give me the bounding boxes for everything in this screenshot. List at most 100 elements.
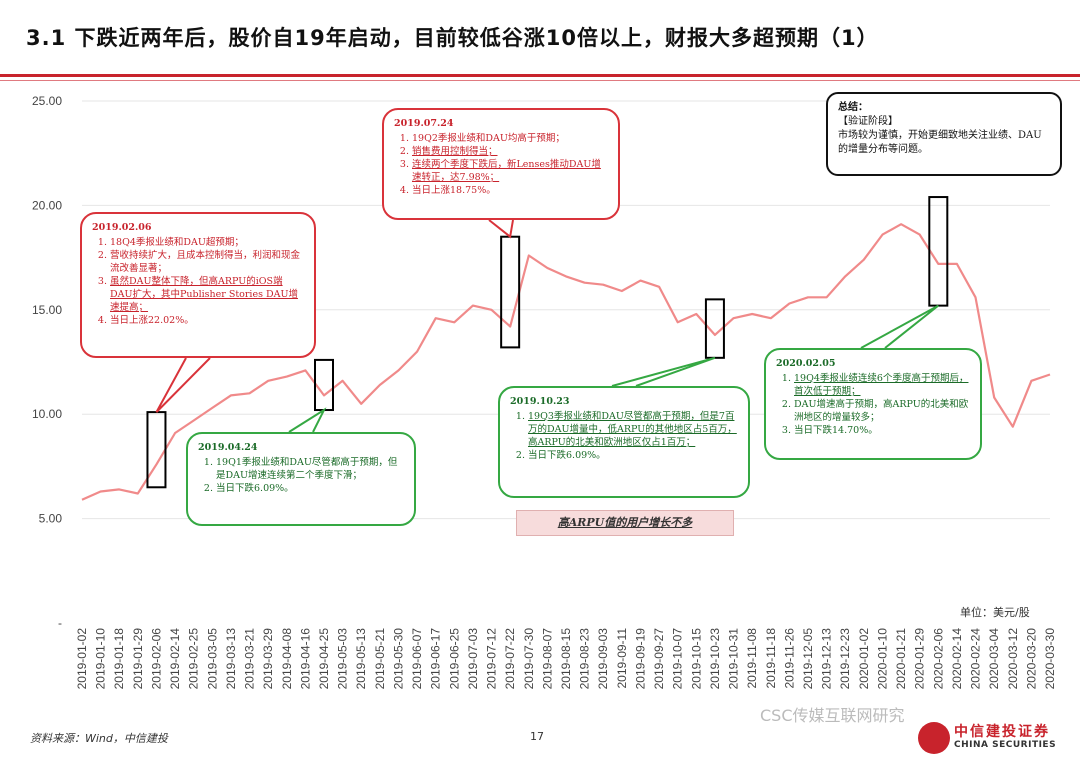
x-tick-label: 2019-11-26 xyxy=(782,628,796,689)
callout-item: 销售费用控制得当； xyxy=(412,145,608,158)
x-tick-label: 2019-05-21 xyxy=(373,628,387,690)
callout-pointer xyxy=(611,356,716,387)
callout-item: 连续两个季度下跌后，新Lenses推动DAU增速转正，达7.98%； xyxy=(412,158,608,184)
x-tick-label: 2019-05-03 xyxy=(336,628,350,690)
x-tick-label: 2019-08-07 xyxy=(540,628,554,690)
x-tick-label: 2019-02-14 xyxy=(168,628,182,690)
x-tick-label: 2020-01-29 xyxy=(913,628,927,690)
title-divider xyxy=(0,74,1080,77)
unit-label: 单位：美元/股 xyxy=(960,606,1030,619)
callout-item: 当日下跌14.70%。 xyxy=(794,424,970,437)
x-tick-label: 2019-06-17 xyxy=(429,628,443,690)
source-note: 资料来源：Wind，中信建投 xyxy=(30,732,168,745)
x-tick-label: 2019-02-25 xyxy=(187,628,201,690)
x-tick-label: 2019-01-29 xyxy=(131,628,145,690)
callout-item: 18Q4季报业绩和DAU超预期； xyxy=(110,236,304,249)
x-tick-label: 2019-03-05 xyxy=(205,628,219,690)
x-tick-label: 2020-01-10 xyxy=(875,628,889,690)
x-tick-label: 2019-09-03 xyxy=(596,628,610,690)
x-tick-label: 2019-05-30 xyxy=(391,628,405,690)
x-tick-label: 2020-02-14 xyxy=(950,628,964,690)
title-divider-thin xyxy=(0,80,1080,81)
x-tick-label: 2019-06-25 xyxy=(447,628,461,690)
x-tick-label: 2019-12-05 xyxy=(801,628,815,690)
summary-stage: 【验证阶段】 xyxy=(838,116,898,127)
callout-date: 2019.04.24 xyxy=(198,442,258,453)
callout-item: 营收持续扩大，且成本控制得当，利润和现金流改善显著； xyxy=(110,249,304,275)
callout-item: 当日下跌6.09%。 xyxy=(216,482,404,495)
summary-box: 总结： 【验证阶段】 市场较为谨慎，开始更细致地关注业绩、DAU的增量分布等问题… xyxy=(826,92,1062,176)
summary-text: 市场较为谨慎，开始更细致地关注业绩、DAU的增量分布等问题。 xyxy=(838,130,1042,155)
x-tick-label: 2019-09-19 xyxy=(633,628,647,690)
page-number: 17 xyxy=(530,730,544,743)
callout-pointer xyxy=(288,407,327,433)
watermark: CSC传媒互联网研究 xyxy=(760,706,905,725)
callout-date: 2019.07.24 xyxy=(394,118,454,129)
y-tick-label: 10.00 xyxy=(32,407,62,421)
x-tick-label: 2019-07-03 xyxy=(466,628,480,690)
page-title: 3.1 下跌近两年后，股价自19年启动，目前较低谷涨10倍以上，财报大多超预期（… xyxy=(26,26,879,50)
x-tick-label: 2019-10-23 xyxy=(708,628,722,690)
x-tick-label: 2019-04-25 xyxy=(317,628,331,690)
x-tick-label: 2020-03-20 xyxy=(1024,628,1038,690)
callout-item: 19Q2季报业绩和DAU均高于预期； xyxy=(412,132,608,145)
x-tick-label: 2019-07-30 xyxy=(522,628,536,690)
x-tick-label: 2019-10-07 xyxy=(671,628,685,690)
x-tick-label: 2019-04-16 xyxy=(298,628,312,690)
x-tick-label: 2019-01-10 xyxy=(94,628,108,690)
x-tick-label: 2019-08-23 xyxy=(578,628,592,690)
x-tick-label: 2019-01-18 xyxy=(112,628,126,690)
x-tick-label: 2019-10-31 xyxy=(727,628,741,690)
note-box: 高ARPU值的用户增长不多 xyxy=(516,510,734,536)
x-tick-label: 2019-11-08 xyxy=(745,628,759,689)
callout-item: 虽然DAU整体下降，但高ARPU的iOS端DAU扩大，其中Publisher S… xyxy=(110,275,304,314)
x-tick-label: 2019-12-13 xyxy=(820,628,834,690)
x-tick-label: 2019-02-06 xyxy=(149,628,163,690)
logo-cn: 中信建投证券 xyxy=(954,724,1050,740)
callout-date: 2019.10.23 xyxy=(510,396,570,407)
y-tick-label: 15.00 xyxy=(32,303,62,317)
callout-pointer xyxy=(860,304,939,349)
company-logo: 中信建投证券 CHINA SECURITIES xyxy=(918,720,1068,756)
y-tick-label: - xyxy=(58,616,62,630)
logo-en: CHINA SECURITIES xyxy=(954,740,1057,750)
x-tick-label: 2019-03-13 xyxy=(224,628,238,690)
y-tick-label: 20.00 xyxy=(32,198,62,212)
callout-pointer xyxy=(488,219,514,239)
callout-item: 19Q3季报业绩和DAU尽管都高于预期，但是7百万的DAU增量中，低ARPU的其… xyxy=(528,410,738,449)
callout-item: 当日上涨18.75%。 xyxy=(412,184,608,197)
y-tick-label: 5.00 xyxy=(39,512,63,526)
x-tick-label: 2020-02-06 xyxy=(931,628,945,690)
x-tick-label: 2019-11-18 xyxy=(764,628,778,689)
callout-item: 19Q1季报业绩和DAU尽管都高于预期，但是DAU增速连续第二个季度下滑； xyxy=(216,456,404,482)
x-tick-label: 2019-09-11 xyxy=(615,628,629,689)
callout-2019-02-06: 2019.02.06 18Q4季报业绩和DAU超预期； 营收持续扩大，且成本控制… xyxy=(80,212,316,358)
callout-2020-02-05: 2020.02.05 19Q4季报业绩连续6个季度高于预期后，首次低于预期； D… xyxy=(764,348,982,460)
x-tick-label: 2019-12-23 xyxy=(838,628,852,690)
x-tick-label: 2019-07-12 xyxy=(485,628,499,690)
x-tick-label: 2020-03-30 xyxy=(1043,628,1057,690)
x-tick-label: 2019-05-13 xyxy=(354,628,368,690)
x-tick-label: 2019-07-22 xyxy=(503,628,517,690)
event-marker-box xyxy=(500,235,521,349)
x-tick-label: 2019-10-15 xyxy=(689,628,703,690)
summary-heading: 总结： xyxy=(838,102,868,113)
x-tick-label: 2019-04-08 xyxy=(280,628,294,690)
callout-item: 当日下跌6.09%。 xyxy=(528,449,738,462)
x-tick-label: 2020-01-02 xyxy=(857,628,871,690)
x-tick-label: 2019-08-15 xyxy=(559,628,573,690)
callout-date: 2020.02.05 xyxy=(776,358,836,369)
callout-2019-10-23: 2019.10.23 19Q3季报业绩和DAU尽管都高于预期，但是7百万的DAU… xyxy=(498,386,750,498)
x-tick-label: 2019-03-21 xyxy=(243,628,257,690)
x-tick-label: 2020-01-21 xyxy=(894,628,908,690)
x-tick-label: 2019-06-07 xyxy=(410,628,424,690)
x-tick-label: 2020-03-12 xyxy=(1006,628,1020,690)
x-tick-label: 2019-01-02 xyxy=(75,628,89,690)
x-tick-label: 2019-09-27 xyxy=(652,628,666,690)
callout-2019-07-24: 2019.07.24 19Q2季报业绩和DAU均高于预期； 销售费用控制得当； … xyxy=(382,108,620,220)
callout-item: 当日上涨22.02%。 xyxy=(110,314,304,327)
x-tick-label: 2020-02-24 xyxy=(969,628,983,690)
event-marker-box xyxy=(314,358,334,412)
price-line xyxy=(81,223,1051,501)
callout-pointer xyxy=(155,357,211,413)
